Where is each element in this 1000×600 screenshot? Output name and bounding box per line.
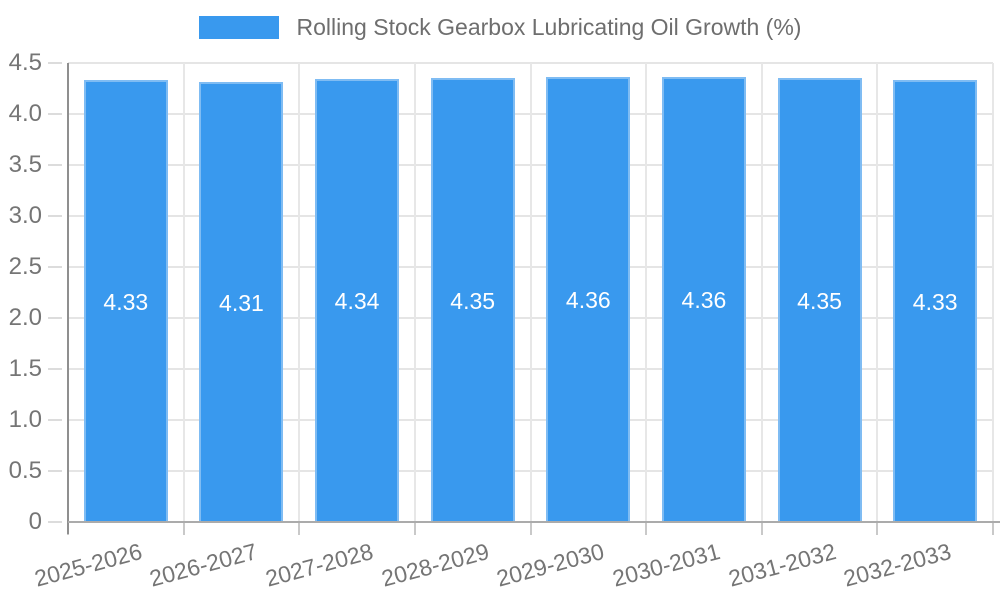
y-tick-label: 3.5 xyxy=(8,151,42,178)
x-tick-mark xyxy=(529,522,532,535)
y-tick-mark xyxy=(48,521,62,523)
y-tick-mark xyxy=(48,266,62,268)
y-tick-label: 4.0 xyxy=(8,100,42,127)
v-gridline xyxy=(529,63,532,522)
x-tick-mark xyxy=(413,522,416,535)
bar-2026-2027[interactable]: 4.31 xyxy=(199,82,284,522)
y-tick-mark xyxy=(48,368,62,370)
bar-2028-2029[interactable]: 4.35 xyxy=(430,78,515,522)
bar-value-label: 4.36 xyxy=(681,287,727,314)
y-tick-label: 2.0 xyxy=(8,304,42,331)
v-gridline xyxy=(992,63,994,522)
v-gridline xyxy=(760,63,763,522)
bar-2027-2028[interactable]: 4.34 xyxy=(315,79,400,522)
v-gridline xyxy=(413,63,416,522)
v-gridline xyxy=(876,63,879,522)
x-tick-mark xyxy=(992,522,994,535)
bar-2029-2030[interactable]: 4.36 xyxy=(546,77,631,522)
v-gridline xyxy=(645,63,648,522)
legend-swatch-icon xyxy=(198,16,279,39)
plot-area: 4.33 4.31 4.34 4.35 4.36 4.36 4.35 4.33 xyxy=(67,62,994,535)
y-tick-mark xyxy=(48,215,62,217)
bar-value-label: 4.33 xyxy=(912,288,958,315)
x-tick-mark xyxy=(876,522,879,535)
v-gridline xyxy=(182,63,185,522)
y-tick-label: 2.5 xyxy=(8,253,42,280)
legend-item-series[interactable]: Rolling Stock Gearbox Lubricating Oil Gr… xyxy=(198,14,802,41)
y-tick-label: 0.5 xyxy=(8,457,42,484)
bar-value-label: 4.31 xyxy=(219,289,264,316)
y-tick-label: 0 xyxy=(28,508,42,535)
bar-value-label: 4.33 xyxy=(103,288,149,315)
x-axis-line xyxy=(68,521,1000,523)
y-tick-label: 3.0 xyxy=(8,202,42,229)
y-tick-label: 1.5 xyxy=(8,355,42,382)
bar-2025-2026[interactable]: 4.33 xyxy=(83,80,168,522)
bar-2032-2033[interactable]: 4.33 xyxy=(893,80,978,522)
bar-value-label: 4.34 xyxy=(334,288,380,315)
bar-2030-2031[interactable]: 4.36 xyxy=(661,77,746,522)
x-tick-mark xyxy=(298,522,301,535)
y-tick-mark xyxy=(48,317,62,319)
y-tick-mark xyxy=(48,419,62,421)
x-tick-mark xyxy=(182,522,185,535)
bar-2031-2032[interactable]: 4.35 xyxy=(777,78,862,522)
y-tick-mark xyxy=(48,62,62,64)
x-tick-mark xyxy=(760,522,763,535)
y-tick-mark xyxy=(48,113,62,115)
legend-series-label: Rolling Stock Gearbox Lubricating Oil Gr… xyxy=(296,14,802,40)
chart-legend: Rolling Stock Gearbox Lubricating Oil Gr… xyxy=(0,14,1000,41)
bar-value-label: 4.35 xyxy=(450,287,496,314)
bar-value-label: 4.36 xyxy=(565,287,611,314)
v-gridline xyxy=(298,63,301,522)
y-tick-mark xyxy=(48,164,62,166)
y-tick-mark xyxy=(48,470,62,472)
bar-value-label: 4.35 xyxy=(797,287,842,314)
y-axis-line xyxy=(67,63,69,534)
y-tick-label: 1.0 xyxy=(8,406,42,433)
x-tick-mark xyxy=(645,522,648,535)
y-tick-label: 4.5 xyxy=(8,49,42,76)
